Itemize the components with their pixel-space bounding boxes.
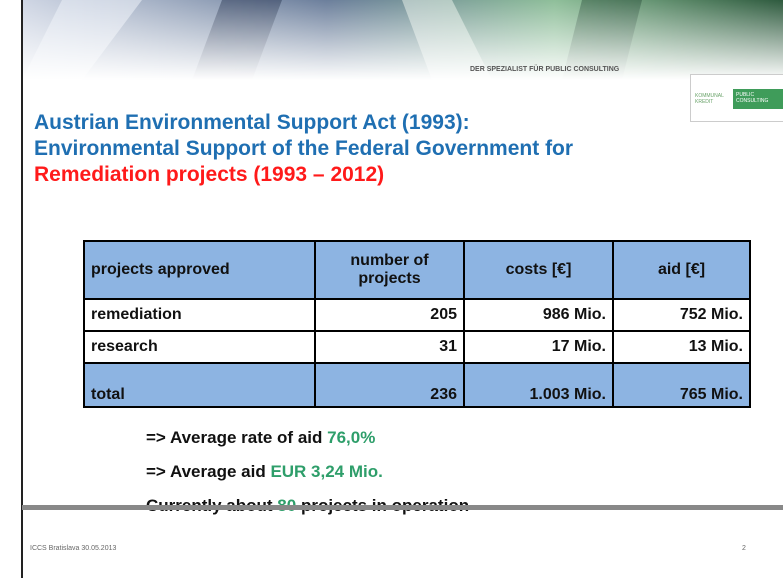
- cell: 986 Mio.: [464, 299, 613, 331]
- header-cell: aid [€]: [613, 241, 750, 299]
- cell: 205: [315, 299, 464, 331]
- logo-text: KOMMUNAL KREDIT: [695, 93, 731, 105]
- page-number: 2: [742, 545, 746, 552]
- bullet-text: => Average aid: [146, 462, 266, 481]
- cell: 752 Mio.: [613, 299, 750, 331]
- cell: 765 Mio.: [613, 363, 750, 407]
- header-cell: projects approved: [84, 241, 315, 299]
- footer-bar: [22, 505, 783, 510]
- title-line: Environmental Support of the Federal Gov…: [34, 136, 573, 162]
- header-cell: costs [€]: [464, 241, 613, 299]
- header-cell: number of projects: [315, 241, 464, 299]
- bullet: => Average rate of aid 76,0%: [146, 428, 469, 462]
- highlight: EUR 3,24 Mio.: [270, 462, 382, 481]
- title: Austrian Environmental Support Act (1993…: [34, 110, 573, 188]
- title-line: Austrian Environmental Support Act (1993…: [34, 110, 573, 136]
- footer-text: ICCS Bratislava 30.05.2013: [30, 545, 116, 552]
- highlight: 76,0%: [327, 428, 375, 447]
- slide: DER SPEZIALIST FÜR PUBLIC CONSULTING KOM…: [0, 0, 783, 578]
- header-row: projects approved number of projects cos…: [84, 241, 750, 299]
- bullets: => Average rate of aid 76,0% => Average …: [146, 428, 469, 530]
- logo-text: PUBLIC CONSULTING: [733, 89, 783, 109]
- tagline: DER SPEZIALIST FÜR PUBLIC CONSULTING: [470, 66, 619, 73]
- cell: 13 Mio.: [613, 331, 750, 363]
- cell: 236: [315, 363, 464, 407]
- cell: 1.003 Mio.: [464, 363, 613, 407]
- table: projects approved number of projects cos…: [83, 240, 751, 408]
- bullet: Currently about 80 projects in operation: [146, 496, 469, 530]
- row: remediation 205 986 Mio. 752 Mio.: [84, 299, 750, 331]
- cell: total: [84, 363, 315, 407]
- logo: KOMMUNAL KREDIT PUBLIC CONSULTING: [690, 74, 783, 122]
- bullet-text: => Average rate of aid: [146, 428, 322, 447]
- bullet: => Average aid EUR 3,24 Mio.: [146, 462, 469, 496]
- banner-image: [22, 0, 783, 80]
- left-rule: [21, 0, 23, 578]
- total-row: total 236 1.003 Mio. 765 Mio.: [84, 363, 750, 407]
- cell: remediation: [84, 299, 315, 331]
- cell: 17 Mio.: [464, 331, 613, 363]
- row: research 31 17 Mio. 13 Mio.: [84, 331, 750, 363]
- cell: research: [84, 331, 315, 363]
- cell: 31: [315, 331, 464, 363]
- title-line: Remediation projects (1993 – 2012): [34, 162, 573, 188]
